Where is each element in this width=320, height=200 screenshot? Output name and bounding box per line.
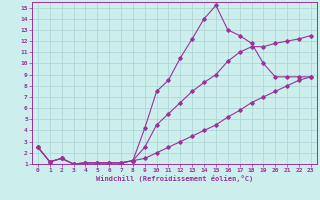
X-axis label: Windchill (Refroidissement éolien,°C): Windchill (Refroidissement éolien,°C)	[96, 175, 253, 182]
